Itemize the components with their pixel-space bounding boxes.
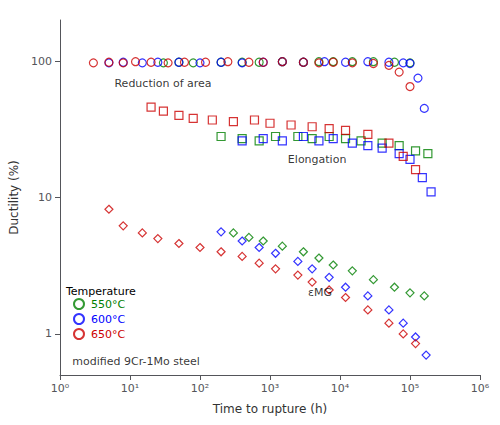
svg-text:100: 100 — [31, 55, 52, 68]
svg-text:10²: 10² — [191, 382, 209, 395]
svg-text:Elongation: Elongation — [288, 153, 347, 166]
svg-text:650°C: 650°C — [91, 328, 125, 341]
svg-text:Ductility (%): Ductility (%) — [7, 160, 21, 235]
svg-text:Time to rupture (h): Time to rupture (h) — [212, 402, 327, 416]
svg-text:Temperature: Temperature — [65, 285, 136, 298]
svg-text:10³: 10³ — [261, 382, 279, 395]
svg-text:1: 1 — [45, 327, 52, 340]
svg-text:10⁵: 10⁵ — [401, 382, 419, 395]
svg-text:550°C: 550°C — [91, 298, 125, 311]
svg-text:600°C: 600°C — [91, 313, 125, 326]
svg-text:10¹: 10¹ — [121, 382, 139, 395]
svg-text:10⁰: 10⁰ — [51, 382, 70, 395]
svg-text:10: 10 — [38, 191, 52, 204]
svg-text:modified 9Cr-1Mo steel: modified 9Cr-1Mo steel — [72, 355, 199, 368]
svg-text:εMG: εMG — [308, 286, 332, 299]
svg-text:Reduction of area: Reduction of area — [114, 77, 211, 90]
svg-text:10⁶: 10⁶ — [471, 382, 490, 395]
svg-text:10⁴: 10⁴ — [331, 382, 350, 395]
